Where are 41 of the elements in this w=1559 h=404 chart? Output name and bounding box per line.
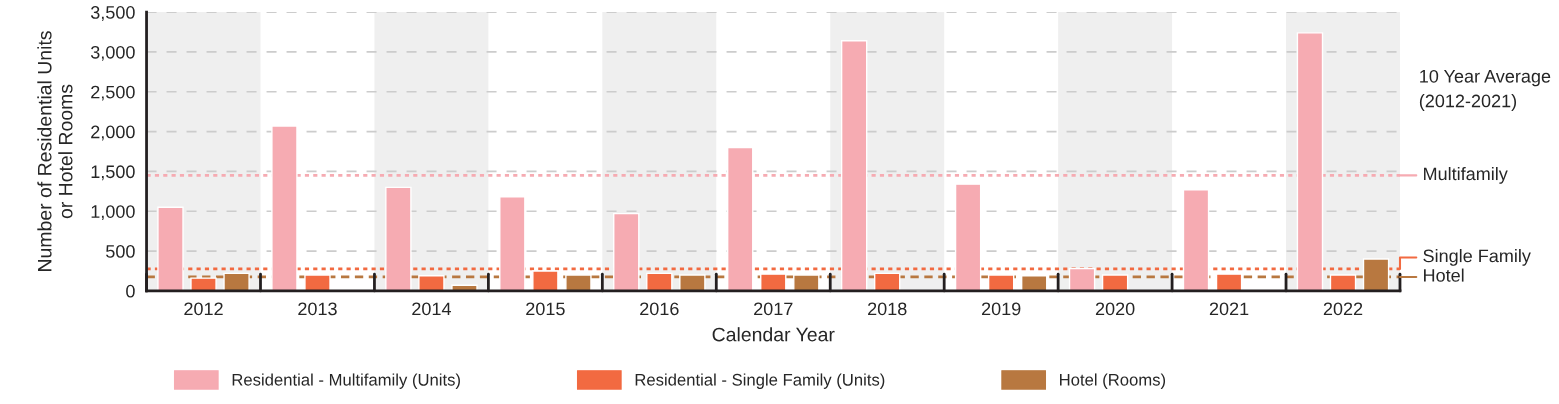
y-tick-label: 500 — [106, 244, 135, 258]
bar — [1215, 273, 1243, 291]
bar — [954, 183, 982, 291]
y-tick-label: 3,000 — [90, 45, 135, 61]
y-tick-label: 2,500 — [91, 85, 135, 101]
legend-label: Residential - Single Family (Units) — [635, 373, 885, 389]
x-tick-label: 2013 — [298, 302, 337, 316]
legend-label: Hotel (Rooms) — [1060, 373, 1166, 389]
bar — [1182, 189, 1210, 291]
y-tick-label: 1,500 — [91, 165, 135, 181]
ref-line-label: Hotel — [1424, 268, 1464, 282]
x-tick-label: 2022 — [1323, 302, 1363, 316]
bar — [1068, 267, 1096, 291]
x-tick-label: 2019 — [981, 302, 1021, 316]
bar — [613, 212, 640, 291]
y-tick-label: 0 — [126, 284, 135, 298]
bar — [499, 196, 526, 291]
x-tick-label: 2017 — [754, 302, 793, 316]
text: 10 Year Average (2012-2021) — [1419, 69, 1551, 111]
bar — [646, 272, 673, 291]
y-tick-label: 2,000 — [91, 125, 135, 141]
bar — [190, 277, 217, 291]
bar — [385, 186, 412, 291]
bar — [304, 274, 331, 291]
x-tick-label: 2021 — [1209, 302, 1249, 316]
y-axis-title: Number of Residential Units or Hotel Rooms — [37, 31, 73, 271]
x-tick-label: 2020 — [1095, 302, 1135, 316]
x-axis-title: Calendar Year — [712, 327, 835, 342]
x-tick-label: 2018 — [868, 302, 907, 316]
x-tick-label: 2012 — [184, 302, 223, 316]
y-tick-label: 1,000 — [91, 205, 135, 221]
x-tick-label: 2016 — [640, 302, 679, 316]
bar — [418, 275, 445, 291]
legend-label: Residential - Multifamily (Units) — [232, 373, 460, 389]
ref-line-label: Multifamily — [1424, 166, 1508, 184]
x-tick-label: 2014 — [412, 302, 451, 316]
bar — [760, 273, 787, 291]
bar — [157, 206, 184, 291]
ref-line-label: Single Family — [1423, 249, 1531, 266]
x-tick-label: 2015 — [526, 302, 565, 316]
y-tick-label: 3,500 — [90, 6, 135, 21]
